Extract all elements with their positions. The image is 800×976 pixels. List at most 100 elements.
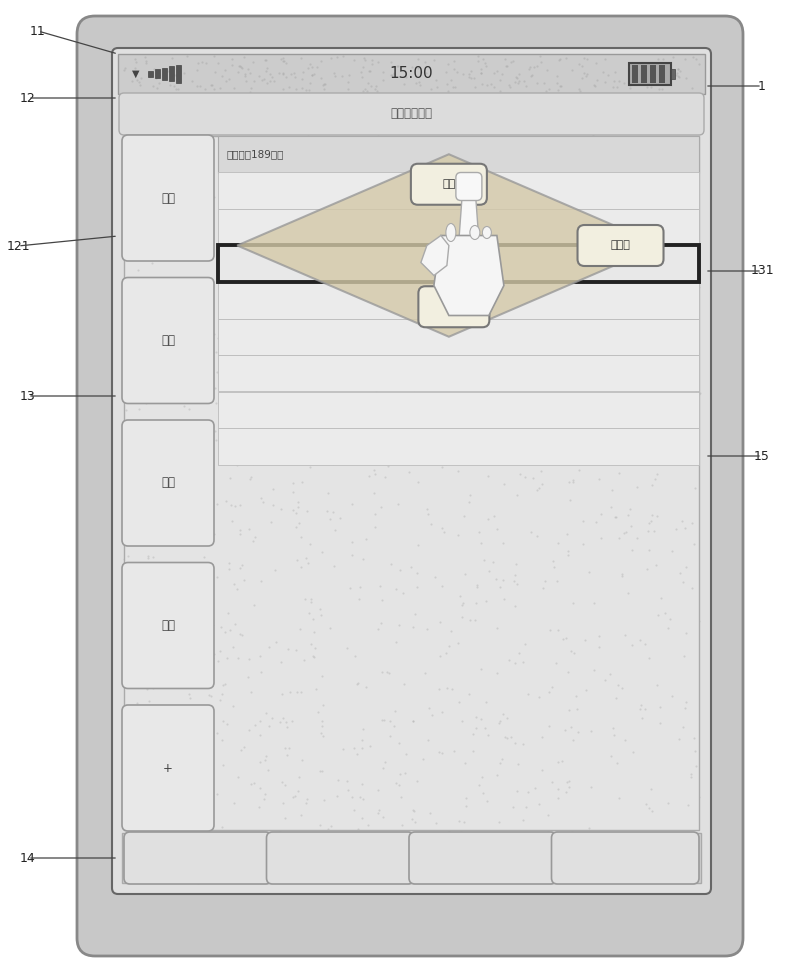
Point: [675, 299, 688, 314]
Point: [258, 414, 271, 429]
Point: [408, 452, 421, 468]
Point: [524, 60, 537, 75]
Point: [567, 52, 580, 67]
Point: [419, 455, 432, 470]
Point: [652, 51, 665, 66]
Point: [198, 81, 211, 97]
Point: [610, 427, 623, 443]
Point: [570, 507, 583, 522]
Point: [209, 228, 222, 244]
Point: [398, 320, 411, 336]
Point: [140, 751, 153, 766]
Point: [147, 721, 160, 737]
Point: [329, 290, 342, 305]
Point: [567, 472, 580, 488]
Point: [363, 738, 376, 753]
Point: [129, 113, 142, 129]
Point: [189, 615, 202, 630]
Point: [648, 526, 661, 542]
Point: [191, 825, 204, 840]
Point: [298, 590, 311, 606]
Point: [382, 458, 394, 473]
Point: [545, 246, 558, 262]
Point: [594, 530, 607, 546]
Point: [626, 508, 638, 523]
Point: [602, 224, 615, 239]
Point: [258, 297, 271, 312]
Point: [208, 189, 221, 205]
Point: [166, 71, 178, 87]
Point: [585, 733, 598, 749]
Point: [429, 302, 442, 317]
Point: [394, 412, 406, 427]
Point: [535, 762, 548, 778]
Point: [356, 443, 369, 459]
Point: [412, 74, 425, 90]
Point: [562, 651, 575, 667]
Point: [366, 733, 378, 749]
Point: [381, 222, 394, 237]
Point: [217, 757, 230, 773]
Point: [189, 669, 202, 684]
Point: [358, 52, 371, 67]
Point: [226, 284, 238, 300]
Point: [523, 175, 536, 190]
Point: [693, 386, 706, 402]
Point: [145, 255, 158, 270]
Point: [385, 341, 398, 356]
Point: [243, 65, 256, 81]
Point: [323, 266, 336, 282]
Point: [359, 532, 372, 548]
Point: [292, 773, 305, 789]
Point: [390, 293, 402, 308]
Point: [152, 609, 165, 625]
Point: [299, 795, 312, 811]
Point: [470, 579, 483, 594]
Point: [359, 239, 372, 255]
Point: [148, 761, 161, 777]
Point: [524, 268, 537, 284]
Point: [621, 141, 634, 156]
Point: [559, 630, 572, 646]
Point: [294, 559, 307, 575]
Point: [430, 865, 443, 880]
Point: [514, 213, 527, 228]
Point: [217, 677, 230, 693]
Point: [608, 63, 621, 79]
Point: [621, 243, 634, 259]
Point: [530, 75, 543, 91]
Point: [674, 565, 686, 581]
Point: [154, 709, 166, 724]
Point: [384, 829, 397, 844]
Point: [514, 148, 527, 164]
Point: [634, 801, 647, 817]
Point: [277, 345, 290, 360]
Point: [657, 670, 670, 685]
Point: [174, 699, 186, 714]
Point: [302, 531, 315, 547]
Point: [227, 358, 240, 374]
Point: [355, 140, 368, 155]
Point: [399, 747, 412, 762]
Point: [290, 465, 302, 480]
Point: [186, 808, 199, 824]
Point: [219, 73, 232, 89]
Point: [227, 80, 240, 96]
Point: [554, 278, 566, 294]
Point: [302, 80, 314, 96]
Point: [573, 156, 586, 172]
Point: [176, 860, 189, 875]
Point: [270, 305, 283, 321]
Point: [192, 848, 205, 864]
Point: [342, 67, 355, 83]
Point: [678, 520, 691, 536]
Point: [555, 420, 568, 435]
Point: [296, 752, 309, 767]
Point: [542, 807, 554, 823]
Point: [550, 680, 562, 696]
Point: [246, 525, 259, 541]
Point: [502, 518, 514, 534]
Point: [254, 224, 266, 240]
Point: [158, 777, 170, 793]
Point: [673, 873, 686, 888]
